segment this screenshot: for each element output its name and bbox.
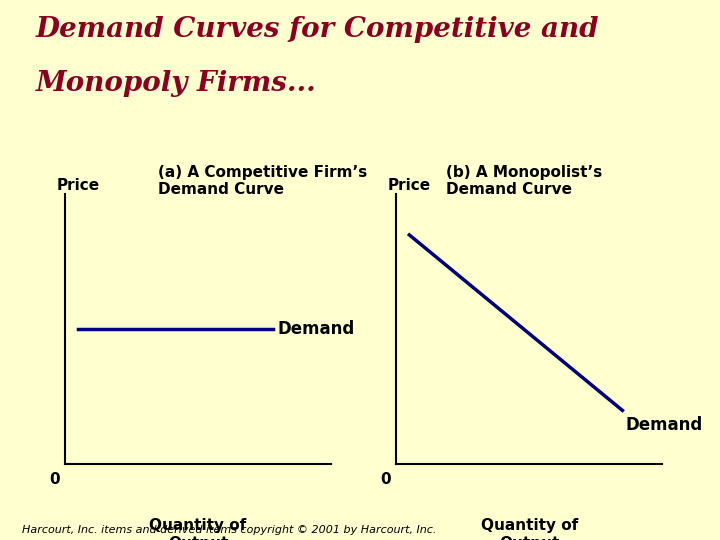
Text: 0: 0 bbox=[49, 472, 60, 488]
Text: Price: Price bbox=[57, 178, 100, 193]
Text: Price: Price bbox=[388, 178, 431, 193]
Text: (b) A Monopolist’s
Demand Curve: (b) A Monopolist’s Demand Curve bbox=[446, 165, 603, 197]
Text: (a) A Competitive Firm’s
Demand Curve: (a) A Competitive Firm’s Demand Curve bbox=[158, 165, 368, 197]
Text: Demand: Demand bbox=[625, 416, 702, 434]
Text: Demand Curves for Competitive and: Demand Curves for Competitive and bbox=[36, 16, 600, 43]
Text: Quantity of
Output: Quantity of Output bbox=[480, 518, 578, 540]
Text: Demand: Demand bbox=[278, 320, 355, 339]
Text: 0: 0 bbox=[380, 472, 391, 488]
Text: Quantity of
Output: Quantity of Output bbox=[149, 518, 247, 540]
Text: Harcourt, Inc. items and derived items copyright © 2001 by Harcourt, Inc.: Harcourt, Inc. items and derived items c… bbox=[22, 524, 436, 535]
Text: Monopoly Firms...: Monopoly Firms... bbox=[36, 70, 317, 97]
